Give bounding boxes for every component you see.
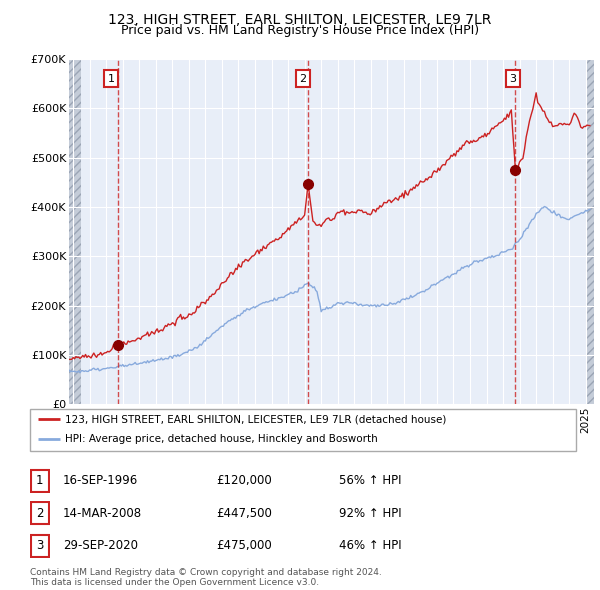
Text: 1: 1 xyxy=(36,474,44,487)
Text: 123, HIGH STREET, EARL SHILTON, LEICESTER, LE9 7LR (detached house): 123, HIGH STREET, EARL SHILTON, LEICESTE… xyxy=(65,415,447,424)
FancyBboxPatch shape xyxy=(31,470,49,492)
Text: 123, HIGH STREET, EARL SHILTON, LEICESTER, LE9 7LR: 123, HIGH STREET, EARL SHILTON, LEICESTE… xyxy=(109,13,491,27)
Text: 29-SEP-2020: 29-SEP-2020 xyxy=(63,539,138,552)
Text: 2: 2 xyxy=(36,507,44,520)
Text: £447,500: £447,500 xyxy=(216,507,272,520)
Text: 3: 3 xyxy=(36,539,44,552)
Text: 3: 3 xyxy=(509,74,517,84)
Text: 16-SEP-1996: 16-SEP-1996 xyxy=(63,474,138,487)
Bar xyxy=(69,59,82,404)
Text: 46% ↑ HPI: 46% ↑ HPI xyxy=(339,539,401,552)
FancyBboxPatch shape xyxy=(31,502,49,525)
Text: 14-MAR-2008: 14-MAR-2008 xyxy=(63,507,142,520)
Text: Price paid vs. HM Land Registry's House Price Index (HPI): Price paid vs. HM Land Registry's House … xyxy=(121,24,479,37)
Text: Contains HM Land Registry data © Crown copyright and database right 2024.
This d: Contains HM Land Registry data © Crown c… xyxy=(30,568,382,587)
Text: 92% ↑ HPI: 92% ↑ HPI xyxy=(339,507,401,520)
Bar xyxy=(586,59,600,404)
Bar xyxy=(69,59,82,404)
FancyBboxPatch shape xyxy=(30,409,576,451)
Text: 2: 2 xyxy=(299,74,307,84)
FancyBboxPatch shape xyxy=(31,535,49,557)
Text: 1: 1 xyxy=(107,74,115,84)
Text: 56% ↑ HPI: 56% ↑ HPI xyxy=(339,474,401,487)
Text: £475,000: £475,000 xyxy=(216,539,272,552)
Text: £120,000: £120,000 xyxy=(216,474,272,487)
Bar xyxy=(586,59,600,404)
Text: HPI: Average price, detached house, Hinckley and Bosworth: HPI: Average price, detached house, Hinc… xyxy=(65,434,378,444)
